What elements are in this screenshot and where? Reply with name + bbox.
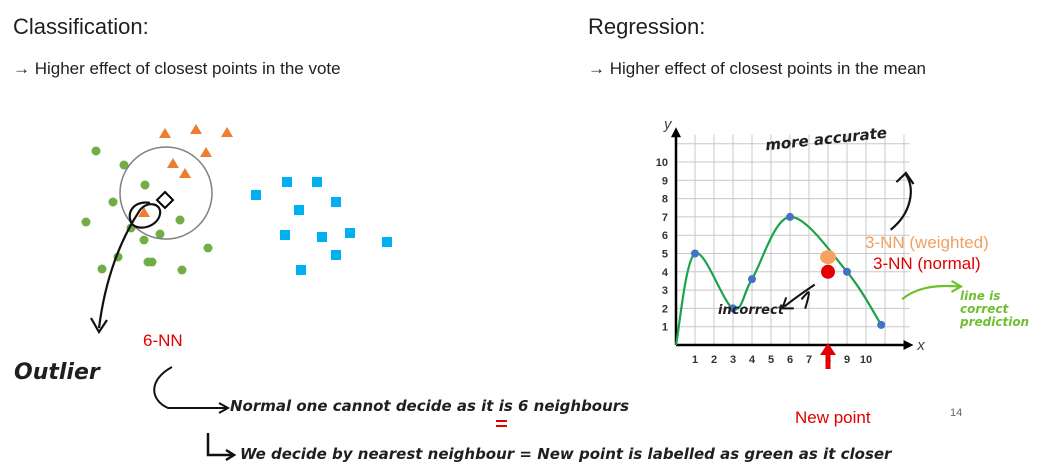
nearest-note-annotation: We decide by nearest neighbour = New poi… [240,445,892,463]
y-tick-label: 6 [662,230,668,242]
more-accurate-arrowhead-icon [895,171,915,185]
normal-label: 3-NN (normal) [873,254,981,273]
six-nn-arrow [153,366,226,409]
y-tick-label: 2 [662,303,668,315]
incorrect-annotation: incorrect [718,303,784,318]
blue-class-points [251,177,392,275]
line-correct-arrow [901,284,960,301]
slide-number: 14 [950,407,963,419]
note-bracket [206,433,232,457]
y-axis-label: y [663,116,673,133]
x-tick-label: 3 [730,354,736,366]
regression-point [843,267,851,276]
outlier-arrow-icon [90,317,108,335]
regression-point [877,320,886,329]
incorrect-arrow [800,291,810,309]
x-tick-label: 10 [860,354,872,366]
x-tick-label: 7 [806,354,812,366]
x-tick-label: 5 [768,354,774,366]
outlier-loop [97,201,162,329]
query-point-icon [155,190,175,210]
x-tick-label: 6 [787,354,793,366]
x-axis-arrow-icon [903,340,914,350]
line-correct-line2: correct [960,302,1009,316]
x-axis-label: x [916,337,925,354]
more-accurate-arrow [890,174,912,231]
regression-bullet: → Higher effect of closest points in the… [588,59,926,78]
normal-note-annotation: Normal one cannot decide as it is 6 neig… [230,397,630,415]
green-class-points [81,146,213,275]
neighborhood-circle [119,146,213,240]
regression-point [748,275,756,284]
x-tick-label: 1 [692,354,698,366]
line-correct-annotation: line is correct prediction [960,290,1029,329]
regression-heading: Regression: [588,14,706,39]
y-tick-label: 7 [662,212,668,224]
incorrect-arrow-curve [783,283,816,308]
six-nn-label: 6-NN [143,331,183,350]
classification-heading: Classification: [13,14,149,39]
note-bracket-arrowhead-icon [225,448,237,462]
x-tick-label: 4 [749,354,756,366]
line-correct-arrowhead-icon [950,279,964,293]
regression-point [786,212,794,221]
new-point-arrow-shaft [825,351,831,369]
weighted-prediction-point [820,250,836,265]
classification-bullet: → Higher effect of closest points in the… [13,59,341,78]
x-tick-label: 2 [711,354,717,366]
line-correct-line3: prediction [960,315,1030,329]
y-tick-label: 1 [662,322,668,334]
x-tick-label: 9 [844,354,850,366]
six-nn-arrowhead-icon [218,402,231,414]
normal-prediction-point [821,264,835,279]
orange-class-points [138,124,233,217]
y-axis-arrow-icon [671,127,681,138]
regression-point [729,304,737,313]
incorrect-arrowhead-icon [780,297,794,310]
y-tick-label: 10 [656,157,668,169]
y-tick-label: 5 [662,249,668,261]
y-tick-label: 4 [662,267,669,279]
new-point-arrow-icon [820,343,836,355]
weighted-label: 3-NN (weighted) [865,233,989,252]
regression-point [691,249,699,258]
y-tick-label: 8 [662,194,668,206]
y-tick-label: 3 [662,285,668,297]
new-point-label: New point [795,408,871,427]
y-tick-label: 9 [662,175,668,187]
line-correct-line1: line is [960,289,1001,303]
regression-curve [674,215,883,346]
outlier-annotation: Outlier [14,360,100,385]
